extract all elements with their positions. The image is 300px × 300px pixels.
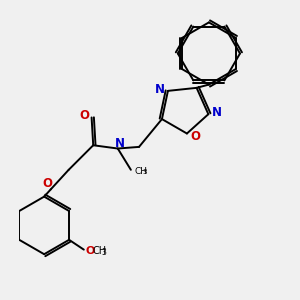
Text: O: O [190,130,200,143]
Text: N: N [114,137,124,150]
Text: 3: 3 [142,169,147,175]
Text: O: O [80,109,89,122]
Text: N: N [212,106,221,119]
Text: N: N [155,83,165,96]
Text: O: O [85,246,95,256]
Text: O: O [42,177,52,190]
Text: CH: CH [134,167,147,176]
Text: 3: 3 [102,248,107,257]
Text: CH: CH [93,246,107,256]
